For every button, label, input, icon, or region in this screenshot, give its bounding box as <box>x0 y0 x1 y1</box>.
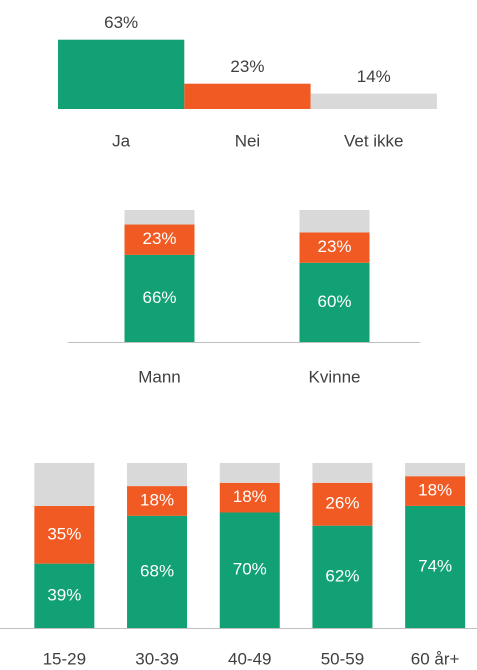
value-label: 74% <box>418 556 452 575</box>
bar-segment <box>405 505 466 628</box>
bar-segment <box>124 224 195 255</box>
bar <box>310 93 437 109</box>
value-label: 26% <box>325 494 359 513</box>
category-label: Vet ikke <box>344 131 404 150</box>
value-label: 60% <box>317 292 351 311</box>
bar-segment <box>219 482 280 513</box>
category-label: 50-59 <box>321 649 364 668</box>
value-label: 62% <box>325 566 359 585</box>
bar-segment <box>405 476 466 506</box>
category-label: 40-49 <box>228 649 271 668</box>
bar <box>184 83 311 109</box>
bar-segment <box>219 512 280 628</box>
bar-segment <box>127 463 188 487</box>
category-label: Mann <box>138 367 181 386</box>
value-label: 23% <box>142 229 176 248</box>
bar-segment <box>312 482 373 526</box>
category-label: Ja <box>112 131 131 150</box>
value-label: 39% <box>47 585 81 604</box>
value-label: 18% <box>140 490 174 509</box>
bar-segment <box>124 254 195 342</box>
category-label: 15-29 <box>43 649 86 668</box>
bar-segment <box>405 463 466 477</box>
bar-segment <box>127 515 188 628</box>
value-label: 70% <box>233 560 267 579</box>
value-label: 63% <box>104 13 138 32</box>
value-label: 35% <box>47 524 81 543</box>
category-label: Kvinne <box>309 367 361 386</box>
bar-segment <box>299 210 370 233</box>
category-label: 60 år+ <box>411 649 460 668</box>
bar-segment <box>312 463 373 483</box>
value-label: 18% <box>418 481 452 500</box>
bar-segment <box>219 463 280 483</box>
category-label: Nei <box>235 131 261 150</box>
bar-segment <box>124 210 195 225</box>
bar-segment <box>34 463 95 506</box>
bar-segment <box>299 232 370 263</box>
value-label: 14% <box>357 67 391 86</box>
category-label: 30-39 <box>135 649 178 668</box>
bar-segment <box>299 262 370 342</box>
value-label: 68% <box>140 561 174 580</box>
bar <box>58 39 185 110</box>
value-label: 23% <box>317 237 351 256</box>
value-label: 66% <box>142 288 176 307</box>
value-label: 18% <box>233 487 267 506</box>
bar-segment <box>127 486 188 516</box>
value-label: 23% <box>230 57 264 76</box>
bar-segment <box>312 525 373 628</box>
bar-segment <box>34 563 95 628</box>
bar-segment <box>34 505 95 564</box>
